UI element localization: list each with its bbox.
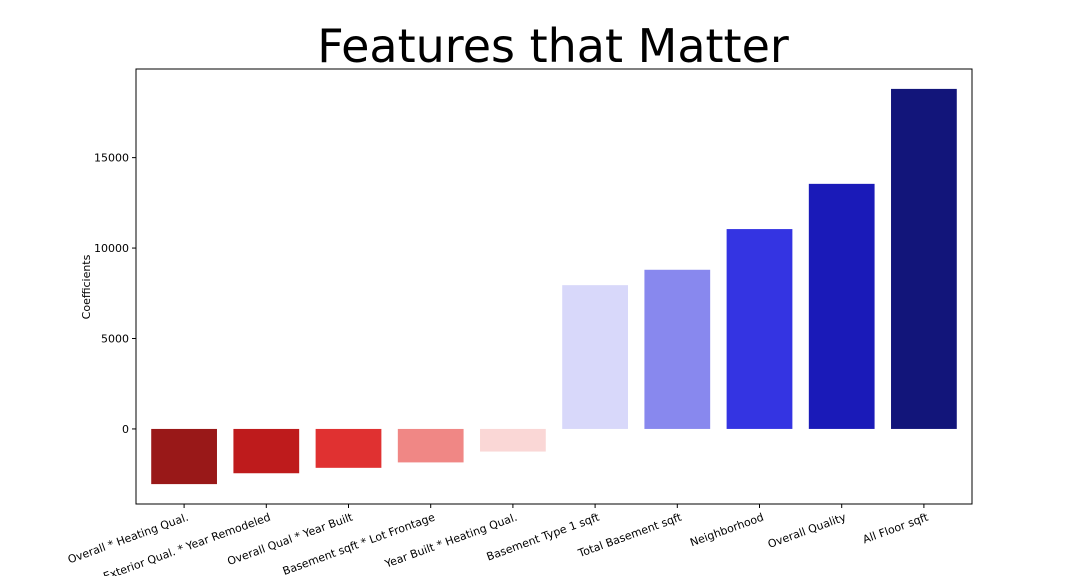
- plot-frame: [135, 68, 973, 505]
- bar: [480, 428, 546, 452]
- y-tick-label: 0: [122, 423, 129, 436]
- bar: [726, 229, 793, 429]
- y-tick-label: 10000: [94, 242, 129, 255]
- bar: [562, 285, 628, 429]
- bar: [233, 428, 300, 474]
- x-tick-label: Year Built * Heating Qual.: [382, 511, 519, 571]
- y-tick-label: 5000: [101, 333, 129, 346]
- y-ticks-group: 0 5000 10000 15000: [94, 152, 136, 436]
- x-tick-label: Overall Quality: [766, 510, 848, 550]
- x-tick-label: Neighborhood: [688, 511, 765, 550]
- y-axis-label: Coefficients: [80, 254, 93, 319]
- bar: [808, 183, 875, 429]
- y-tick-label: 15000: [94, 152, 129, 165]
- bar: [644, 269, 711, 429]
- x-ticks-group: Overall * Heating Qual.Exterior Qual. * …: [66, 504, 931, 581]
- bar: [397, 428, 464, 463]
- chart-title: Features that Matter: [317, 19, 789, 73]
- bar: [151, 428, 217, 485]
- bar: [891, 88, 957, 429]
- x-tick-label: All Floor sqft: [861, 510, 931, 546]
- x-tick-label: Basement sqft * Lot Frontage: [281, 511, 437, 576]
- bars-group: [151, 88, 957, 485]
- bar: [315, 428, 382, 468]
